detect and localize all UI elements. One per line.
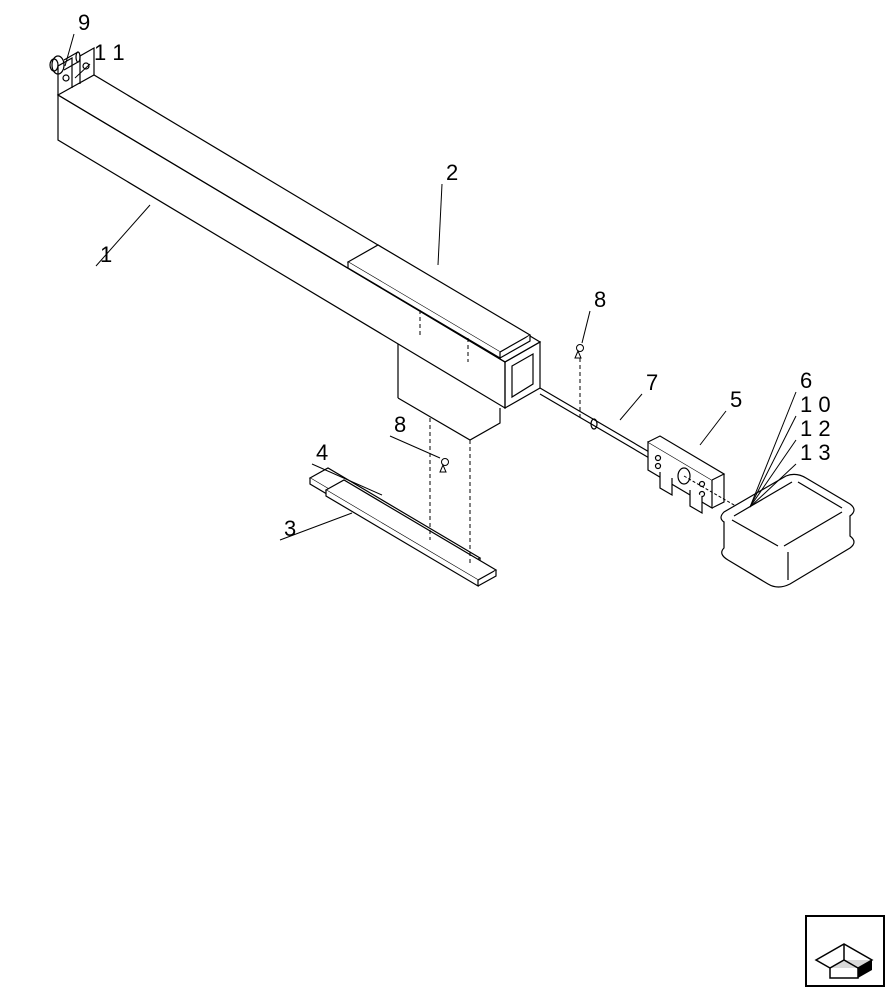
callout-label-10: 1 0 (800, 392, 831, 417)
callout-label-1: 1 (100, 242, 112, 267)
orientation-icon (806, 916, 884, 986)
callout-label-2: 2 (446, 160, 458, 185)
callout-line-9 (65, 34, 74, 66)
callout-label-4: 4 (316, 440, 328, 465)
callout-label-12: 1 2 (800, 416, 831, 441)
part-pad (721, 474, 854, 587)
callout-line-8a (582, 311, 590, 343)
callout-line-7 (620, 394, 642, 420)
callout-label-13: 1 3 (800, 440, 831, 465)
part-screw-bottom (440, 459, 449, 473)
callout-label-8a: 8 (594, 287, 606, 312)
part-bottom-plates (310, 468, 496, 586)
callout-label-5: 5 (730, 387, 742, 412)
callout-line-2 (438, 184, 442, 265)
callout-label-7: 7 (646, 370, 658, 395)
callout-line-5 (700, 411, 726, 445)
callout-line-8b (390, 436, 440, 458)
part-pin (50, 52, 80, 74)
callout-label-8b: 8 (394, 412, 406, 437)
part-top-plate (348, 245, 530, 358)
callout-label-11: 1 1 (94, 40, 125, 65)
callout-label-3: 3 (284, 516, 296, 541)
callout-label-9: 9 (78, 10, 90, 35)
callout-label-6: 6 (800, 368, 812, 393)
part-bracket (648, 436, 724, 513)
part-beam (58, 48, 540, 440)
exploded-diagram: 91 1 1 2 8 7 5 61 01 21 3 8 4 3 (0, 0, 896, 1000)
part-screw-top (575, 345, 584, 359)
